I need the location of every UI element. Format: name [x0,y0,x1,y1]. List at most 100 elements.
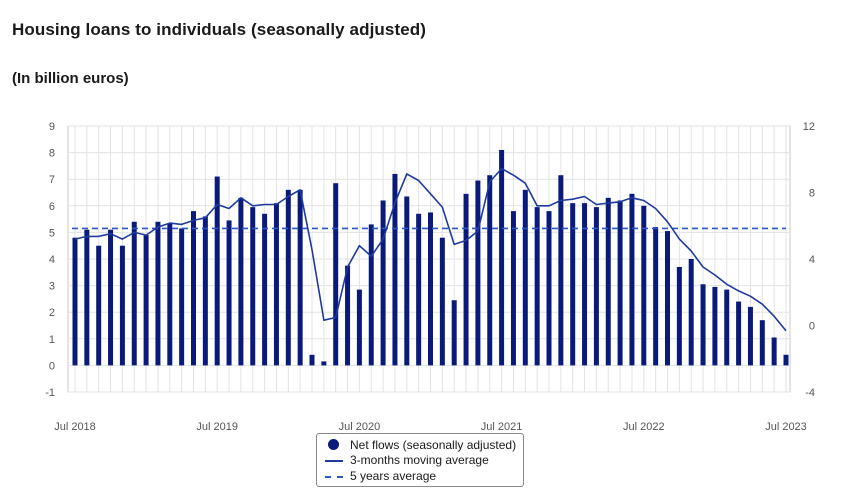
legend-item-moving-average[interactable]: 3-months moving average [323,453,517,469]
y-left-tick-label: 7 [49,174,55,186]
bar [285,189,291,366]
bar [238,197,244,366]
bar [534,207,540,366]
bar [439,237,445,366]
y-right-tick-label: -4 [805,387,815,399]
bar [368,224,374,366]
bar [96,245,102,366]
x-tick-label: Jul 2021 [481,421,523,433]
bar [84,229,90,366]
bar [321,361,327,366]
x-tick-label: Jul 2020 [339,421,381,433]
legend-line-icon [323,454,345,466]
x-tick-label: Jul 2023 [765,421,807,433]
bar [558,175,564,366]
y-right-tick-label: 0 [809,321,815,333]
bar [641,205,647,366]
bar [297,189,303,366]
bar [783,354,789,366]
bar [759,320,765,366]
x-axis: Jul 2018 Jul 2019 Jul 2020 Jul 2021 Jul 2022… [54,421,807,433]
legend-label-five-year-average: 5 years average [350,468,437,483]
bar [451,300,457,366]
y-left-tick-label: 5 [49,227,55,239]
bar [629,193,635,366]
bar [665,231,670,366]
y-left-tick-label: -1 [45,387,55,399]
legend-label-net-flows: Net flows (seasonally adjusted) [350,437,517,452]
y-right-tick-label: 4 [809,254,815,266]
chart-title: Housing loans to individuals (seasonally… [12,20,427,39]
bar [119,245,125,366]
y-left-tick-label: 1 [49,334,55,346]
bar [475,180,481,366]
bar [771,337,777,366]
bar [202,216,208,366]
bar [143,235,149,366]
bar [428,212,433,366]
x-tick-label: Jul 2022 [623,421,665,433]
y-left-tick-label: 0 [49,360,55,372]
net-flows-bars [72,149,789,366]
bar [392,173,398,366]
bar [155,221,161,366]
bar [108,229,114,366]
y-left-tick-label: 3 [49,281,55,293]
legend-dot-icon [323,438,345,451]
y-axis-right: -4 0 4 8 12 [803,121,815,399]
bar [676,266,682,366]
bar [250,207,256,366]
bar [191,211,196,366]
bar [653,227,659,366]
moving-average-path [74,167,787,332]
bar [712,286,718,366]
bar [380,200,386,366]
bar [724,289,730,366]
y-left-tick-label: 8 [49,148,55,160]
y-left-tick-label: 6 [49,201,55,213]
bar [404,196,410,366]
y-right-tick-label: 12 [803,121,815,133]
bar [510,211,516,366]
legend-item-net-flows[interactable]: Net flows (seasonally adjusted) [323,437,517,453]
bar [345,265,351,366]
bar [167,223,173,366]
bar [522,189,528,366]
bar [499,149,505,366]
y-left-tick-label: 4 [49,254,55,266]
legend-label-moving-average: 3-months moving average [350,453,489,468]
bar [309,354,315,366]
bar [416,213,422,366]
bar [463,193,469,366]
moving-average-line [74,167,787,332]
legend-item-five-year-average[interactable]: 5 years average [323,468,517,484]
bar [226,220,232,366]
bar [131,221,137,366]
bar [214,176,220,366]
chart-legend: Net flows (seasonally adjusted) 3-months… [316,433,524,487]
y-right-tick-label: 8 [809,188,815,200]
bar [273,203,279,366]
bar [736,301,742,366]
bar [688,259,694,366]
legend-dashed-line-icon [323,470,345,482]
bar [617,200,623,366]
bar [487,175,493,366]
y-left-tick-label: 2 [49,307,55,319]
x-tick-label: Jul 2019 [196,421,238,433]
x-tick-label: Jul 2018 [54,421,96,433]
bar [605,197,611,366]
chart-subtitle: (In billion euros) [12,70,129,87]
bar [546,211,552,366]
bar [72,237,78,366]
bar [333,183,339,366]
bar [179,228,185,366]
y-left-tick-label: 9 [49,121,55,133]
bar [747,306,753,366]
bar [570,203,576,366]
bar [593,207,599,366]
bar [356,289,362,366]
y-axis-left: -1 0 1 2 3 4 5 6 7 8 9 [45,121,55,399]
bar [262,213,268,366]
